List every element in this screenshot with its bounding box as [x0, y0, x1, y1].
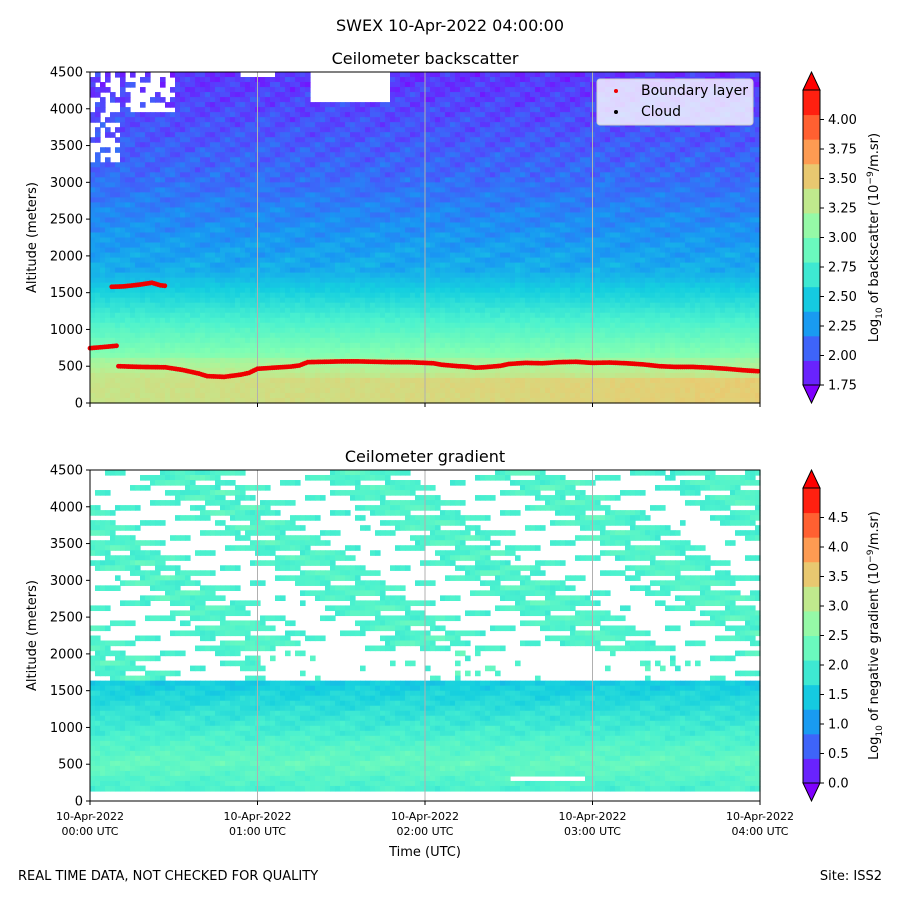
colorbar-tick-label: 2.50	[828, 290, 857, 305]
y-tick-label: 4000	[50, 102, 83, 117]
colorbar-tick-label: 1.75	[828, 379, 857, 394]
panel-title: Ceilometer gradient	[345, 447, 505, 466]
colorbar-tick-label: 1.5	[828, 688, 849, 703]
colorbar-tick-label: 2.25	[828, 320, 857, 335]
boundary-layer-point	[755, 368, 761, 374]
x-axis-label: Time (UTC)	[388, 845, 461, 860]
y-axis-label: Altitude (meters)	[25, 182, 40, 293]
backscatter-colorbar: 1.75 2.00 2.25 2.50 2.75 3.00 3.25 3.50 3.75 4.00…	[802, 70, 885, 405]
y-tick-label: 500	[58, 758, 83, 773]
colorbar-extend-top	[802, 70, 821, 91]
y-tick-label: 1500	[50, 684, 83, 699]
y-tick-label: 4000	[50, 500, 83, 515]
colorbar-label: Log10 of negative gradient (10−9/m.sr)	[866, 511, 885, 760]
x-tick-time-label: 01:00 UTC	[229, 825, 286, 838]
site-label: Site: ISS2	[819, 869, 882, 884]
colorbar-tick-label: 3.75	[828, 143, 857, 158]
y-tick-label: 4500	[50, 66, 83, 81]
y-tick-label: 3500	[50, 139, 83, 154]
colorbar-tick-label: 2.00	[828, 349, 857, 364]
colorbar-extend-bottom	[802, 384, 821, 405]
y-tick-label: 2500	[50, 213, 83, 228]
figure-title: SWEX 10-Apr-2022 04:00:00	[335, 16, 564, 35]
y-tick-label: 0	[75, 397, 83, 412]
y-tick-label: 3500	[50, 537, 83, 552]
colorbar-tick-label: 4.0	[828, 541, 849, 556]
colorbar-tick-label: 2.0	[828, 659, 849, 674]
y-tick-label: 2000	[50, 647, 83, 662]
x-tick-time-label: 00:00 UTC	[61, 825, 118, 838]
legend: Boundary layer Cloud	[596, 78, 754, 126]
colorbar-tick-label: 2.5	[828, 629, 849, 644]
colorbar-tick-label: 0.5	[828, 747, 849, 762]
y-tick-label: 500	[58, 360, 83, 375]
x-tick-time-label: 03:00 UTC	[564, 825, 621, 838]
colorbar-tick-label: 3.5	[828, 570, 849, 585]
legend-cloud-marker	[614, 110, 618, 114]
colorbar-extend-top	[802, 468, 821, 489]
colorbar-tick-label: 3.00	[828, 231, 857, 246]
y-axis-label: Altitude (meters)	[25, 580, 40, 691]
x-tick-date-label: 10-Apr-2022	[726, 810, 794, 823]
backscatter-heatmap	[90, 72, 761, 404]
legend-cloud-label: Cloud	[641, 104, 681, 120]
y-tick-label: 1500	[50, 286, 83, 301]
y-tick-label: 0	[75, 795, 83, 810]
panel-title: Ceilometer backscatter	[332, 49, 519, 68]
colorbar-label: Log10 of backscatter (10−9/m.sr)	[866, 133, 885, 342]
quality-disclaimer: REAL TIME DATA, NOT CHECKED FOR QUALITY	[18, 869, 319, 884]
legend-boundary-marker	[614, 89, 618, 93]
x-tick-date-label: 10-Apr-2022	[223, 810, 291, 823]
legend-box	[596, 78, 754, 126]
y-tick-label: 2500	[50, 611, 83, 626]
y-tick-label: 2000	[50, 249, 83, 264]
y-tick-label: 3000	[50, 176, 83, 191]
colorbar-tick-label: 4.5	[828, 511, 849, 526]
colorbar-tick-label: 0.0	[828, 777, 849, 792]
boundary-layer-point	[114, 343, 119, 349]
y-tick-label: 1000	[50, 721, 83, 736]
backscatter-panel: 0 500 1000 1500 2000 2500 3000 3500 4000 4500 Ceil…	[25, 49, 761, 412]
x-tick-date-label: 10-Apr-2022	[558, 810, 626, 823]
colorbar-tick-label: 3.25	[828, 202, 857, 217]
colorbar-tick-label: 1.0	[828, 718, 849, 733]
x-tick-date-label: 10-Apr-2022	[56, 810, 124, 823]
y-tick-label: 4500	[50, 464, 83, 479]
gradient-panel: 0 500 1000 1500 2000 2500 3000 3500 4000 4500 10-A…	[25, 447, 794, 860]
colorbar-tick-label: 4.00	[828, 113, 857, 128]
x-tick-date-label: 10-Apr-2022	[391, 810, 459, 823]
colorbar-extend-bottom	[802, 782, 821, 803]
colorbar-tick-label: 3.0	[828, 600, 849, 615]
boundary-layer-series	[87, 280, 761, 380]
boundary-layer-point	[162, 283, 168, 289]
y-tick-label: 1000	[50, 323, 83, 338]
colorbar-tick-label: 3.50	[828, 172, 857, 187]
y-tick-label: 3000	[50, 574, 83, 589]
x-tick-time-label: 02:00 UTC	[396, 825, 453, 838]
legend-boundary-label: Boundary layer	[641, 83, 748, 99]
x-tick-time-label: 04:00 UTC	[731, 825, 788, 838]
gradient-colorbar: 0.0 0.5 1.0 1.5 2.0 2.5 3.0 3.5 4.0 4.5 Log10 of n…	[802, 468, 885, 803]
colorbar-tick-label: 2.75	[828, 261, 857, 276]
